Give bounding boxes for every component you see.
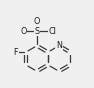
Text: O: O [34, 17, 40, 26]
Text: Cl: Cl [48, 27, 56, 36]
Text: S: S [34, 27, 39, 36]
Text: O: O [20, 27, 26, 36]
Text: F: F [13, 48, 18, 57]
Text: N: N [56, 41, 62, 50]
